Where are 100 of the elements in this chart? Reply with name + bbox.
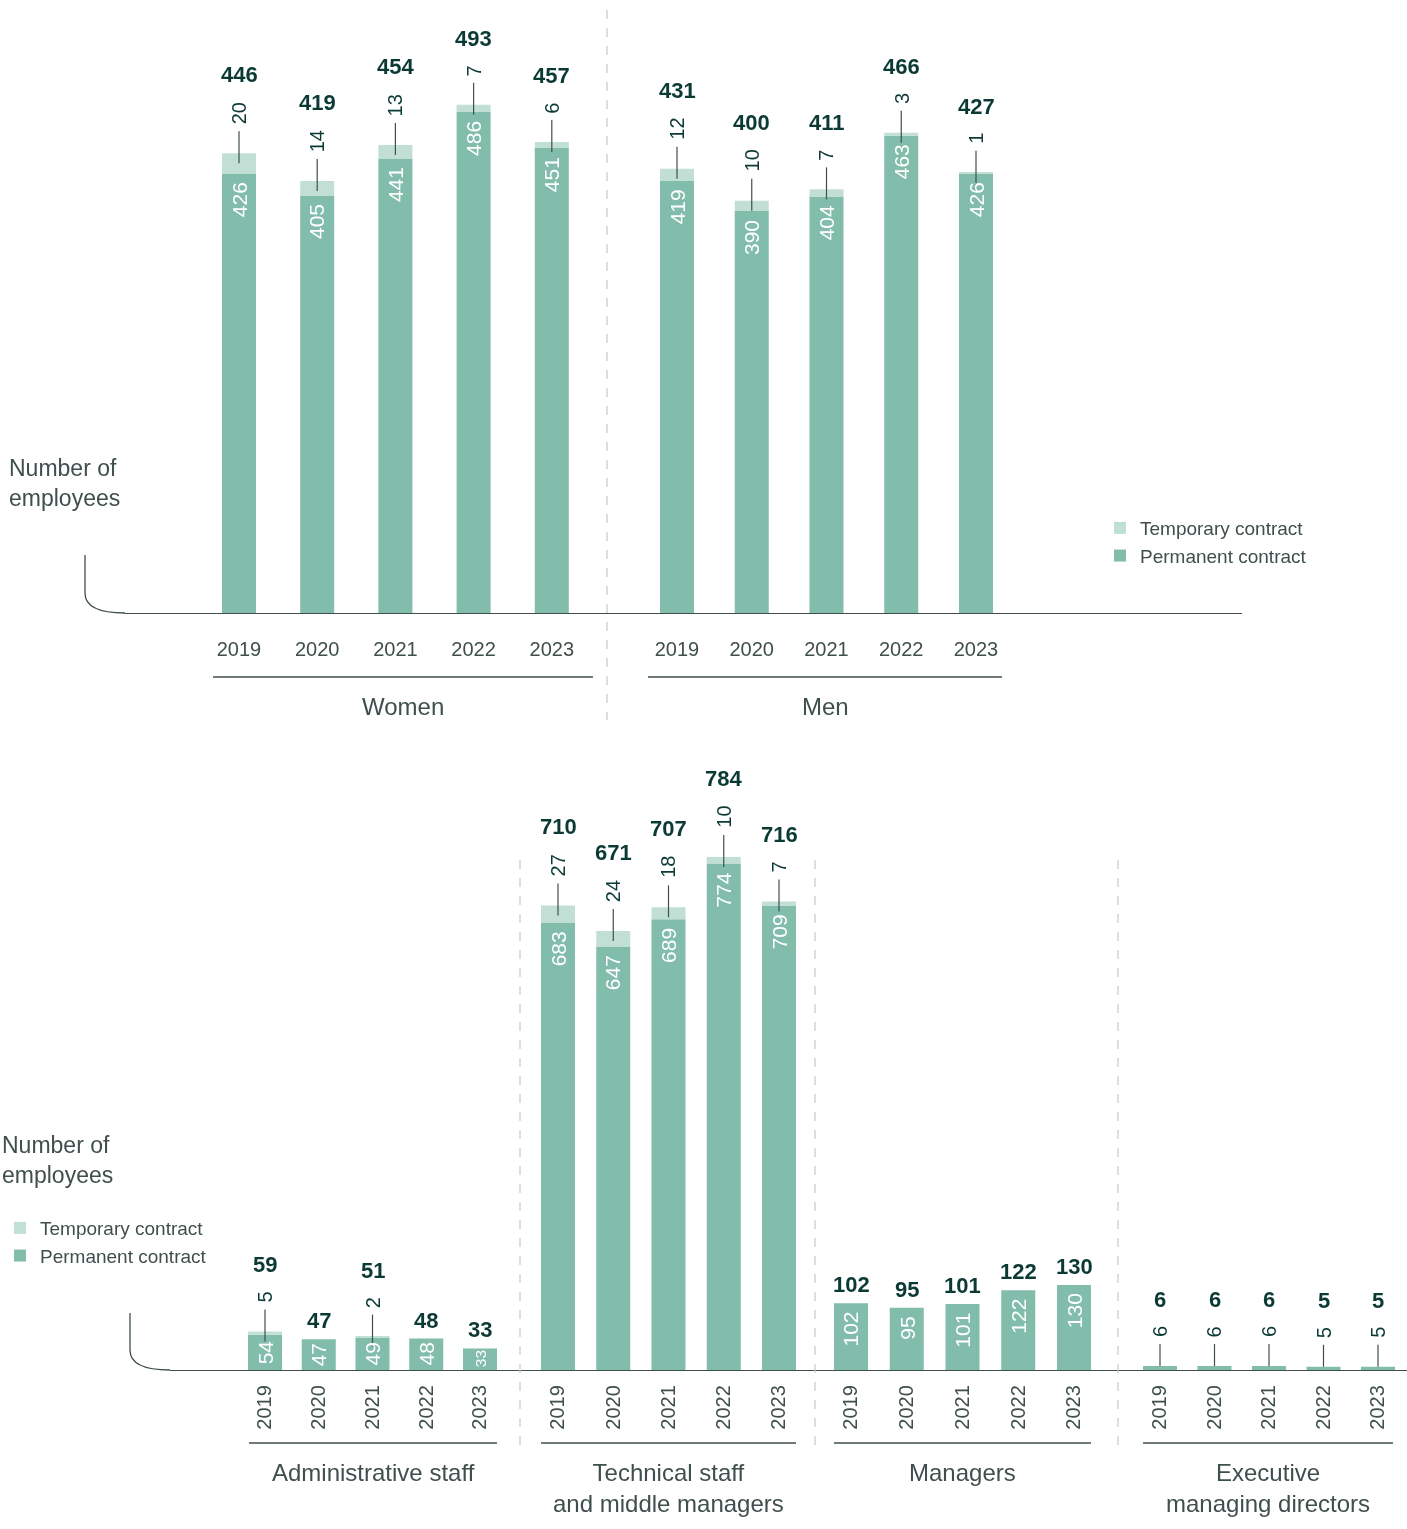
total-label: 48 <box>414 1308 439 1333</box>
legend-label: Permanent contract <box>1140 545 1307 567</box>
data-label: 101 <box>951 1312 975 1348</box>
data-label: 5 <box>1372 1288 1385 1313</box>
bar <box>222 173 256 613</box>
x-tick-label: 2020 <box>294 638 340 661</box>
data-label: 7 <box>815 149 838 161</box>
total-label: 47 <box>307 1308 332 1333</box>
bar <box>596 930 631 947</box>
bar <box>541 923 575 1370</box>
total-label: 493 <box>455 26 492 51</box>
bar <box>762 901 796 907</box>
data-label: 3 <box>890 92 913 104</box>
x-tick-label: 2023 <box>1062 1385 1085 1430</box>
total-label: 419 <box>299 90 336 115</box>
x-axis-title: Administrative staff <box>272 1459 475 1486</box>
total-label: 51 <box>361 1258 386 1283</box>
bar <box>945 1303 980 1370</box>
total-label: 431 <box>659 78 696 103</box>
data-label: 6 <box>1263 1287 1276 1312</box>
data-label: 5 <box>1318 1288 1331 1313</box>
data-label: 13 <box>384 94 407 117</box>
bar <box>300 195 335 613</box>
data-label: 647 <box>601 955 625 991</box>
x-tick-label: 2022 <box>451 638 496 661</box>
data-label: 404 <box>814 204 838 241</box>
total-label: 101 <box>944 1273 981 1298</box>
total-label: 122 <box>1000 1259 1037 1284</box>
data-label: 426 <box>227 182 251 218</box>
total-label: 33 <box>468 1317 493 1342</box>
total-label: 6 <box>1257 1325 1280 1338</box>
x-tick-label: 2019 <box>216 638 262 661</box>
bar <box>378 145 413 159</box>
x-tick-label: 2021 <box>657 1385 679 1430</box>
x-tick-label: 2019 <box>654 638 700 661</box>
y-axis-title: Number of employees <box>2 1132 114 1188</box>
bar <box>222 153 256 174</box>
x-tick-label: 2021 <box>373 638 418 661</box>
x-tick-label: 2023 <box>529 638 575 661</box>
data-label: 95 <box>895 1316 919 1340</box>
data-label: 7 <box>462 65 485 77</box>
total-label: 710 <box>540 814 577 839</box>
total-label: 466 <box>883 54 920 79</box>
total-label: 400 <box>733 110 770 135</box>
x-tick-label: 2020 <box>729 638 774 661</box>
bar <box>651 919 686 1370</box>
total-label: 5 <box>1312 1327 1335 1339</box>
bar <box>889 1307 924 1370</box>
x-tick-label: 2022 <box>414 1385 437 1430</box>
data-label: 6 <box>1154 1287 1167 1312</box>
total-label: 6 <box>1148 1325 1171 1338</box>
total-label: 716 <box>761 822 798 847</box>
total-label: 427 <box>958 94 995 119</box>
x-tick-label: 2022 <box>1006 1385 1029 1430</box>
data-label: 486 <box>462 120 486 156</box>
bar <box>834 1303 868 1370</box>
x-tick-label: 2019 <box>253 1385 276 1430</box>
bar <box>734 200 769 211</box>
x-axis-title: Executive managing directors <box>1166 1459 1371 1518</box>
data-label: 689 <box>657 927 681 963</box>
bar <box>809 189 844 197</box>
total-label: 5 <box>1367 1326 1390 1338</box>
x-tick-label: 2022 <box>879 638 924 661</box>
x-tick-label: 2019 <box>546 1385 569 1430</box>
x-tick-label: 2020 <box>1203 1385 1225 1430</box>
bar <box>706 856 741 864</box>
x-tick-label: 2019 <box>839 1385 862 1430</box>
x-tick-label: 2021 <box>1257 1385 1280 1430</box>
data-label: 20 <box>227 102 250 125</box>
data-label: 390 <box>740 219 764 256</box>
bar <box>884 135 919 613</box>
data-label: 463 <box>890 144 914 180</box>
x-axis-title: Technical staff and middle managers <box>553 1459 784 1518</box>
x-tick-label: 2023 <box>1366 1385 1389 1430</box>
total-label: 784 <box>705 766 743 791</box>
data-label: 47 <box>307 1343 331 1367</box>
x-tick-label: 2023 <box>468 1385 491 1430</box>
data-label: 48 <box>414 1342 438 1366</box>
x-tick-label: 2019 <box>1148 1385 1171 1430</box>
x-tick-label: 2022 <box>1312 1385 1334 1430</box>
data-label: 5 <box>253 1291 276 1303</box>
x-tick-label: 2023 <box>767 1385 790 1430</box>
data-label: 10 <box>741 149 764 172</box>
bar <box>706 863 741 1370</box>
bar <box>456 112 491 613</box>
data-label: 7 <box>767 861 790 873</box>
data-label: 6 <box>540 102 563 114</box>
x-tick-label: 2021 <box>804 638 849 661</box>
bar <box>456 104 491 113</box>
total-label: 102 <box>833 1272 870 1297</box>
data-label: 683 <box>546 931 570 967</box>
data-label: 405 <box>305 203 329 239</box>
data-label: 14 <box>306 130 329 153</box>
bar <box>762 906 796 1370</box>
x-tick-label: 2020 <box>307 1385 330 1430</box>
bar <box>660 168 694 182</box>
total-label: 130 <box>1056 1254 1093 1279</box>
total-label: 454 <box>377 54 415 79</box>
bar <box>378 158 413 613</box>
total-label: 95 <box>895 1277 920 1302</box>
